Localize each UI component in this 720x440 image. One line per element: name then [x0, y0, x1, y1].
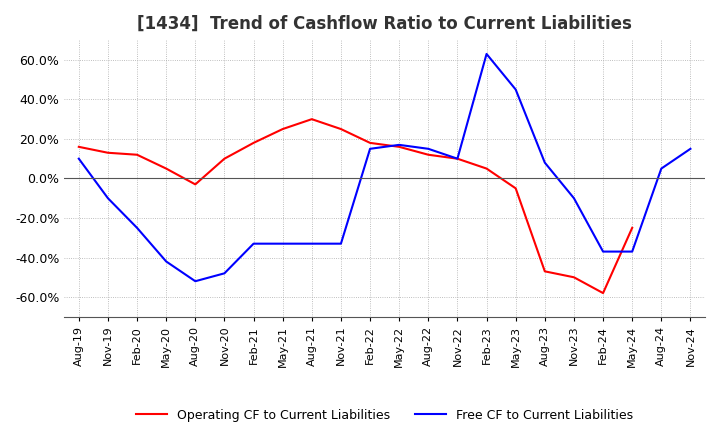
Operating CF to Current Liabilities: [482, 166, 491, 171]
Operating CF to Current Liabilities: [307, 117, 316, 122]
Free CF to Current Liabilities: [104, 195, 112, 201]
Title: [1434]  Trend of Cashflow Ratio to Current Liabilities: [1434] Trend of Cashflow Ratio to Curren…: [138, 15, 632, 33]
Free CF to Current Liabilities: [686, 146, 695, 151]
Legend: Operating CF to Current Liabilities, Free CF to Current Liabilities: Operating CF to Current Liabilities, Fre…: [131, 404, 639, 427]
Free CF to Current Liabilities: [366, 146, 374, 151]
Operating CF to Current Liabilities: [104, 150, 112, 155]
Free CF to Current Liabilities: [424, 146, 433, 151]
Operating CF to Current Liabilities: [366, 140, 374, 146]
Free CF to Current Liabilities: [337, 241, 346, 246]
Free CF to Current Liabilities: [307, 241, 316, 246]
Operating CF to Current Liabilities: [424, 152, 433, 158]
Operating CF to Current Liabilities: [541, 269, 549, 274]
Operating CF to Current Liabilities: [162, 166, 171, 171]
Operating CF to Current Liabilities: [337, 126, 346, 132]
Free CF to Current Liabilities: [599, 249, 608, 254]
Operating CF to Current Liabilities: [279, 126, 287, 132]
Free CF to Current Liabilities: [279, 241, 287, 246]
Free CF to Current Liabilities: [220, 271, 229, 276]
Free CF to Current Liabilities: [395, 142, 403, 147]
Operating CF to Current Liabilities: [570, 275, 578, 280]
Free CF to Current Liabilities: [628, 249, 636, 254]
Operating CF to Current Liabilities: [453, 156, 462, 161]
Operating CF to Current Liabilities: [628, 225, 636, 231]
Free CF to Current Liabilities: [453, 156, 462, 161]
Operating CF to Current Liabilities: [249, 140, 258, 146]
Free CF to Current Liabilities: [511, 87, 520, 92]
Operating CF to Current Liabilities: [74, 144, 83, 150]
Free CF to Current Liabilities: [162, 259, 171, 264]
Free CF to Current Liabilities: [132, 225, 141, 231]
Line: Free CF to Current Liabilities: Free CF to Current Liabilities: [78, 54, 690, 281]
Free CF to Current Liabilities: [482, 51, 491, 57]
Line: Operating CF to Current Liabilities: Operating CF to Current Liabilities: [78, 119, 632, 293]
Operating CF to Current Liabilities: [220, 156, 229, 161]
Operating CF to Current Liabilities: [132, 152, 141, 158]
Operating CF to Current Liabilities: [191, 182, 199, 187]
Free CF to Current Liabilities: [74, 156, 83, 161]
Free CF to Current Liabilities: [541, 160, 549, 165]
Operating CF to Current Liabilities: [395, 144, 403, 150]
Free CF to Current Liabilities: [570, 195, 578, 201]
Operating CF to Current Liabilities: [599, 290, 608, 296]
Free CF to Current Liabilities: [249, 241, 258, 246]
Free CF to Current Liabilities: [657, 166, 665, 171]
Free CF to Current Liabilities: [191, 279, 199, 284]
Operating CF to Current Liabilities: [511, 186, 520, 191]
